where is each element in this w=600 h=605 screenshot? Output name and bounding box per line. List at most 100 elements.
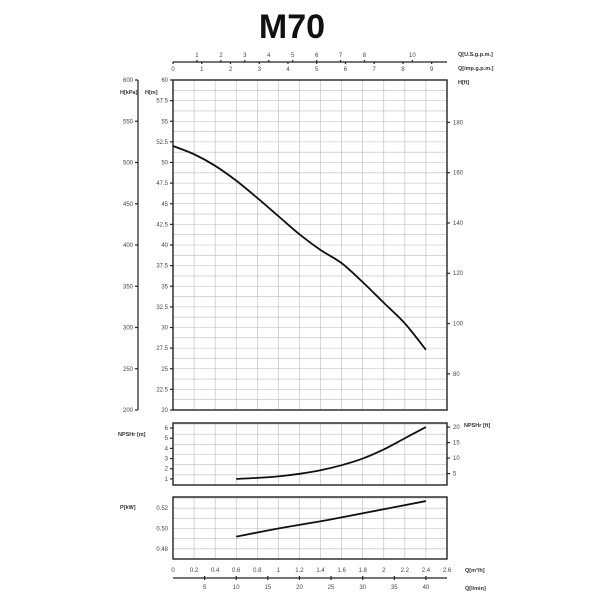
imp-gpm-tick-label: 7 xyxy=(373,67,377,73)
power-axis-label: P[kW] xyxy=(120,505,136,511)
lmin-tick-label: 10 xyxy=(233,585,240,591)
head-m-tick-label: 40 xyxy=(161,243,168,249)
flow-m3h-tick-label: 2.4 xyxy=(422,568,431,574)
power-frame xyxy=(172,496,448,560)
lmin-tick-label: 20 xyxy=(296,585,303,591)
lmin-tick-label: 35 xyxy=(391,585,398,591)
head-m-tick-label: 52.5 xyxy=(156,140,168,146)
flow-m3h-tick-label: 0.4 xyxy=(211,568,220,574)
kpa-axis-label: H[kPa] xyxy=(120,90,138,96)
npsh-ft-tick-label: 10 xyxy=(453,456,460,462)
head-m-tick-label: 37.5 xyxy=(156,264,168,270)
us-gpm-axis-label: Q[U.S.g.p.m.] xyxy=(458,52,493,58)
npsh-ft-tick-label: 15 xyxy=(453,441,460,447)
us-gpm-tick-label: 7 xyxy=(339,53,343,59)
npsh-m-tick-label: 3 xyxy=(165,457,169,463)
lmin-tick-label: 5 xyxy=(203,585,207,591)
npsh-m-tick-label: 6 xyxy=(165,426,169,432)
head-m-tick-label: 42.5 xyxy=(156,222,168,228)
head-m-tick-label: 50 xyxy=(161,161,168,167)
ft-tick-label: 120 xyxy=(453,271,464,277)
kpa-tick-label: 500 xyxy=(123,161,134,167)
imp-gpm-tick-label: 6 xyxy=(344,67,348,73)
us-gpm-tick-label: 10 xyxy=(409,53,416,59)
flow-m3h-tick-label: 0.6 xyxy=(232,568,241,574)
head-m-tick-label: 55 xyxy=(161,119,168,125)
npsh-m-tick-label: 1 xyxy=(165,477,169,483)
head-m-tick-label: 27.5 xyxy=(156,346,168,352)
flow-m3h-tick-label: 2.2 xyxy=(401,568,410,574)
imp-gpm-tick-label: 1 xyxy=(200,67,204,73)
imp-gpm-tick-label: 0 xyxy=(171,67,175,73)
ft-tick-label: 80 xyxy=(453,372,460,378)
head-ft-axis-label: H[ft] xyxy=(458,80,469,86)
imp-gpm-tick-label: 2 xyxy=(229,67,233,73)
lmin-tick-label: 40 xyxy=(423,585,430,591)
kpa-tick-label: 300 xyxy=(123,326,134,332)
us-gpm-tick-label: 2 xyxy=(219,53,223,59)
flow-lmin-axis-label: Q[l/min] xyxy=(465,586,486,592)
us-gpm-tick-label: 1 xyxy=(195,53,199,59)
lmin-tick-label: 30 xyxy=(359,585,366,591)
npsh-m-tick-label: 4 xyxy=(165,446,169,452)
flow-m3h-tick-label: 2 xyxy=(382,568,386,574)
kpa-tick-label: 600 xyxy=(123,78,134,84)
us-gpm-tick-label: 5 xyxy=(291,53,295,59)
power-tick-label: 0.48 xyxy=(156,547,168,553)
head-plot: 20 22.5 25 27.5 30 32.5 35 37.5 40 42.5 45 47.5 50 52… xyxy=(123,78,464,414)
npsh-ft-tick-label: 5 xyxy=(453,472,457,478)
lmin-tick-label: 15 xyxy=(265,585,272,591)
imp-gpm-tick-label: 3 xyxy=(258,67,262,73)
kpa-tick-label: 400 xyxy=(123,243,134,249)
flow-m3h-tick-label: 2.6 xyxy=(443,568,452,574)
head-m-tick-label: 45 xyxy=(161,202,168,208)
head-m-tick-label: 20 xyxy=(161,408,168,414)
flow-m3h-tick-label: 1 xyxy=(277,568,281,574)
head-m-tick-label: 35 xyxy=(161,284,168,290)
flow-m3h-tick-label: 1.4 xyxy=(316,568,325,574)
lmin-tick-label: 25 xyxy=(328,585,335,591)
head-m-tick-label: 60 xyxy=(161,78,168,84)
us-gpm-tick-label: 3 xyxy=(243,53,247,59)
head-m-tick-label: 30 xyxy=(161,326,168,332)
npsh-ft-axis-label: NPSHr [ft] xyxy=(464,423,490,429)
ft-tick-label: 180 xyxy=(453,120,464,126)
power-tick-label: 0.52 xyxy=(156,506,168,512)
npsh-m-axis-label: NPSHr [m] xyxy=(118,432,146,438)
imp-gpm-tick-label: 9 xyxy=(430,67,434,73)
npsh-ft-tick-label: 20 xyxy=(453,425,460,431)
npsh-m-tick-label: 2 xyxy=(165,467,169,473)
head-m-axis-label: H[m] xyxy=(145,90,158,96)
us-gpm-tick-label: 4 xyxy=(267,53,271,59)
power-curve xyxy=(236,500,427,538)
head-m-tick-label: 22.5 xyxy=(156,387,168,393)
flow-m3h-axis-label: Q[m³/h] xyxy=(465,567,485,574)
npsh-frame xyxy=(172,422,448,486)
head-m-tick-label: 32.5 xyxy=(156,305,168,311)
ft-tick-label: 100 xyxy=(453,322,464,328)
flow-m3h-tick-label: 0.8 xyxy=(253,568,262,574)
flow-m3h-tick-label: 1.6 xyxy=(337,568,346,574)
head-m-tick-label: 25 xyxy=(161,367,168,373)
head-curve xyxy=(172,145,427,351)
flow-m3h-tick-label: 1.2 xyxy=(295,568,304,574)
chart-title: M70 xyxy=(259,8,325,46)
npsh-curve xyxy=(236,426,427,480)
npsh-plot: 1 2 3 4 5 6 5 10 15 20 xyxy=(165,422,460,486)
kpa-tick-label: 450 xyxy=(123,202,134,208)
power-plot: 0.48 0.50 0.52 xyxy=(156,496,448,560)
power-tick-label: 0.50 xyxy=(156,527,168,533)
npsh-m-tick-label: 5 xyxy=(165,436,169,442)
head-m-tick-label: 57.5 xyxy=(156,99,168,105)
kpa-tick-label: 350 xyxy=(123,284,134,290)
flow-m3h-tick-label: 0.2 xyxy=(190,568,199,574)
flow-m3h-tick-label: 1.8 xyxy=(359,568,368,574)
ft-tick-label: 160 xyxy=(453,171,464,177)
imp-gpm-tick-label: 8 xyxy=(401,67,405,73)
flow-axes: 0 0.2 0.4 0.6 0.8 1 1.2 1.4 1.6 1.8 2 2.2 2.4 2.6 5 10 1… xyxy=(171,53,452,591)
imp-gpm-tick-label: 5 xyxy=(315,67,319,73)
ft-tick-label: 140 xyxy=(453,221,464,227)
imp-gpm-tick-label: 4 xyxy=(286,67,290,73)
us-gpm-tick-label: 6 xyxy=(315,53,319,59)
